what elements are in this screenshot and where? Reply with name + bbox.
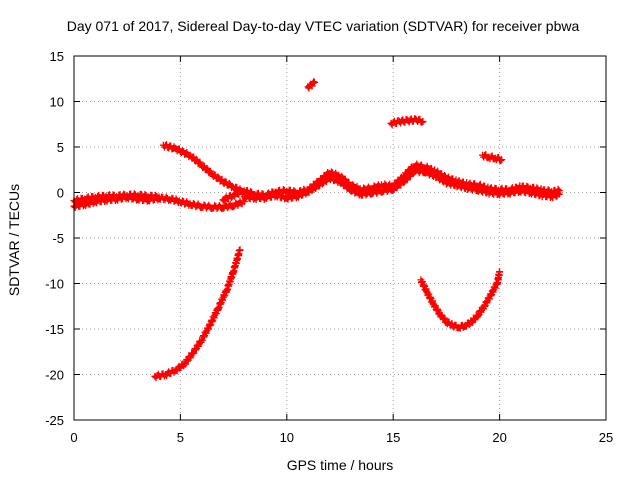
y-tick-label: -10 [45, 277, 64, 292]
grid-lines [74, 56, 606, 420]
series-arc-descending [159, 141, 269, 203]
y-tick-label: -25 [45, 413, 64, 428]
data-marks [70, 78, 563, 382]
data-markers [304, 78, 318, 92]
y-tick-label: -20 [45, 368, 64, 383]
y-tick-label: 5 [57, 140, 64, 155]
series-short-segment-15 [387, 115, 427, 129]
y-tick-label: 0 [57, 186, 64, 201]
data-markers [479, 151, 506, 165]
x-tick-label: 5 [177, 430, 184, 445]
y-tick-label: 10 [50, 95, 64, 110]
data-markers [387, 115, 427, 129]
x-tick-label: 25 [599, 430, 613, 445]
axis-ticks: 0 5 10 15 20 25 -25 -20 -15 -10 -5 0 5 10 15 [45, 49, 613, 445]
series-arc-lower-right [417, 268, 504, 332]
y-tick-label: 15 [50, 49, 64, 64]
data-markers [159, 141, 269, 203]
y-axis-label: SDTVAR / TECUs [6, 184, 22, 296]
x-tick-label: 20 [492, 430, 506, 445]
y-tick-label: -15 [45, 322, 64, 337]
x-axis-label: GPS time / hours [287, 457, 394, 473]
data-markers [240, 165, 563, 203]
chart-title: Day 071 of 2017, Sidereal Day-to-day VTE… [67, 18, 580, 34]
x-tick-label: 0 [70, 430, 77, 445]
series-short-segment-19 [479, 151, 506, 165]
data-markers [151, 246, 244, 382]
series-arc-lower-left [151, 246, 244, 382]
data-markers [417, 268, 504, 332]
x-tick-label: 15 [386, 430, 400, 445]
y-tick-label: -5 [52, 231, 64, 246]
series-band-middle-lower [240, 165, 563, 203]
x-tick-label: 10 [280, 430, 294, 445]
series-short-segment-11 [304, 78, 318, 92]
